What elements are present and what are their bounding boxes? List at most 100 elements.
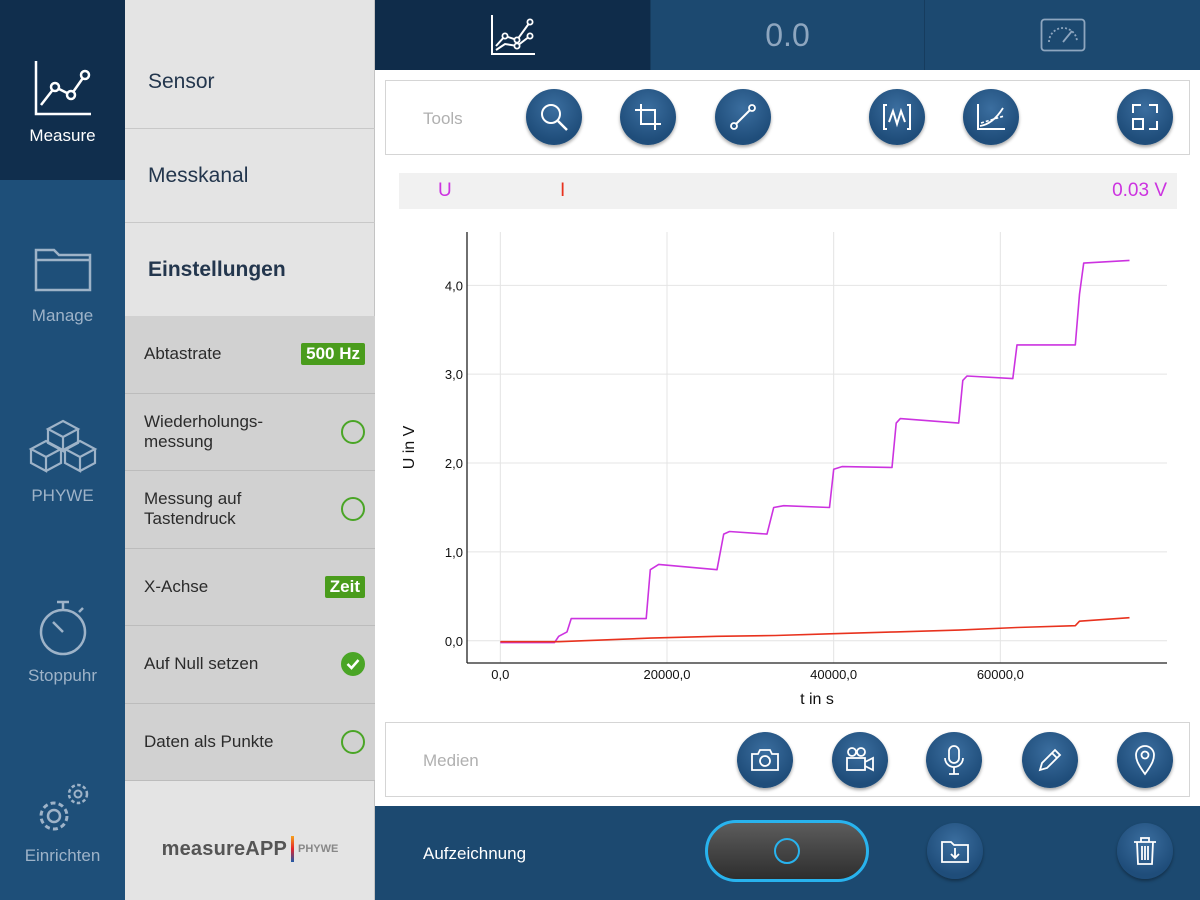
y-tick-label: 2,0 <box>445 456 463 471</box>
x-axis-label: t in s <box>800 691 834 708</box>
view-tabs: 0.0 <box>375 0 1200 70</box>
trash-icon <box>1134 837 1156 865</box>
tab-graph[interactable] <box>375 0 651 70</box>
x-axis-badge[interactable]: Zeit <box>324 575 365 598</box>
section-messkanal[interactable]: Messkanal <box>125 129 375 223</box>
video-camera-icon <box>846 747 874 772</box>
logo-divider <box>291 836 295 862</box>
y-tick-label: 1,0 <box>445 545 463 560</box>
gauge-icon <box>1040 18 1085 52</box>
x-tick-label: 60000,0 <box>977 667 1024 682</box>
y-tick-label: 4,0 <box>445 278 463 293</box>
recording-label: Aufzeichnung <box>423 844 527 863</box>
setting-x-achse[interactable]: X-Achse Zeit <box>125 549 375 626</box>
location-button[interactable] <box>1117 732 1173 788</box>
series-line-i <box>500 616 1130 643</box>
recording-bar: Aufzeichnung <box>375 806 1200 900</box>
settings-list: Abtastrate 500 Hz Wiederholungs- messung… <box>125 316 375 781</box>
tab-digital-display[interactable]: 0.0 <box>651 0 925 70</box>
zero-toggle[interactable] <box>341 652 365 677</box>
x-tick-label: 0,0 <box>491 667 509 682</box>
y-axis-label: U in V <box>401 425 418 469</box>
record-icon <box>774 838 800 864</box>
camera-icon <box>751 749 779 771</box>
repeat-measurement-toggle[interactable] <box>341 419 365 444</box>
nav-label-phywe: PHYWE <box>31 486 94 505</box>
zoom-icon <box>541 104 568 131</box>
pencil-button[interactable] <box>1022 732 1078 788</box>
channel-bar: U I 0.03 V <box>399 173 1177 209</box>
setting-label: X-Achse <box>144 576 209 596</box>
setting-daten-als-punkte[interactable]: Daten als Punkte <box>125 704 375 781</box>
setting-messung-auf-tastendruck[interactable]: Messung auf Tastendruck <box>125 471 375 549</box>
channel-u-label[interactable]: U <box>438 180 452 201</box>
fullscreen-icon <box>1132 104 1158 130</box>
tools-label: Tools <box>423 109 463 128</box>
tangent-icon <box>977 104 1005 130</box>
crop-button[interactable] <box>620 89 676 145</box>
nav-item-einrichten[interactable]: Einrichten <box>0 720 125 900</box>
microphone-icon <box>944 745 964 775</box>
folder-icon <box>32 238 94 298</box>
chart-svg[interactable]: 0,0 20000,0 40000,0 60000,0 0,0 1,0 2,0 3,0 4,0 t… <box>392 220 1190 715</box>
data-as-points-toggle[interactable] <box>341 729 365 754</box>
setting-auf-null-setzen[interactable]: Auf Null setzen <box>125 626 375 704</box>
logo-text: measureAPP <box>161 837 288 860</box>
camera-button[interactable] <box>737 732 793 788</box>
setting-label: Messung auf Tastendruck <box>144 489 242 529</box>
channel-i-label[interactable]: I <box>560 180 566 201</box>
main-navigation: Measure Manage PHYWE Stoppuhr Einrichten <box>0 0 125 900</box>
tools-bar: Tools <box>385 80 1190 155</box>
x-tick-label: 20000,0 <box>644 667 691 682</box>
series-line-u <box>500 259 1130 644</box>
nav-item-phywe[interactable]: PHYWE <box>0 360 125 540</box>
y-tick-label: 3,0 <box>445 367 463 382</box>
section-sensor[interactable]: Sensor <box>125 35 375 129</box>
setting-abtastrate[interactable]: Abtastrate 500 Hz <box>125 316 375 394</box>
video-camera-button[interactable] <box>832 732 888 788</box>
measureapp-logo: measureAPP PHYWE <box>125 836 375 862</box>
keypress-measurement-toggle[interactable] <box>341 497 365 522</box>
zoom-button[interactable] <box>526 89 582 145</box>
y-tick-label: 0,0 <box>445 634 463 649</box>
pencil-icon <box>1038 748 1062 772</box>
nav-item-manage[interactable]: Manage <box>0 180 125 360</box>
graph-tab-icon <box>490 15 535 55</box>
check-icon <box>346 659 360 671</box>
settings-panel: Sensor Messkanal Einstellungen Abtastrat… <box>125 0 375 900</box>
microphone-button[interactable] <box>926 732 982 788</box>
nav-label-manage: Manage <box>31 306 94 325</box>
nav-item-stoppuhr[interactable]: Stoppuhr <box>0 540 125 720</box>
section-einstellungen[interactable]: Einstellungen <box>125 223 375 317</box>
cubes-icon <box>28 418 98 478</box>
setting-label: Auf Null setzen <box>144 654 259 674</box>
fullscreen-button[interactable] <box>1117 89 1173 145</box>
setting-wiederholungsmessung[interactable]: Wiederholungs- messung <box>125 394 375 471</box>
measurement-chart[interactable]: 0,0 20000,0 40000,0 60000,0 0,0 1,0 2,0 3,0 4,0 t… <box>392 220 1190 715</box>
logo-brand: PHYWE <box>298 843 339 855</box>
channel-readout: 0.03 V <box>1112 180 1167 201</box>
tab-gauge[interactable] <box>925 0 1200 70</box>
line-tool-button[interactable] <box>715 89 771 145</box>
fit-curve-button[interactable] <box>869 89 925 145</box>
sample-rate-badge[interactable]: 500 Hz <box>301 343 365 366</box>
fit-curve-icon <box>883 104 911 130</box>
record-button[interactable] <box>705 820 869 882</box>
media-bar: Medien <box>385 722 1190 797</box>
nav-label-measure: Measure <box>29 126 96 145</box>
setting-label: Abtastrate <box>144 344 222 364</box>
nav-label-stoppuhr: Stoppuhr <box>28 666 97 685</box>
digital-display-value: 0.0 <box>765 16 810 53</box>
export-folder-icon <box>941 841 969 863</box>
crop-icon <box>635 104 661 130</box>
gears-icon <box>32 778 94 838</box>
export-button[interactable] <box>927 823 983 879</box>
x-tick-label: 40000,0 <box>810 667 857 682</box>
location-pin-icon <box>1135 745 1155 776</box>
delete-button[interactable] <box>1117 823 1173 879</box>
nav-item-measure[interactable]: Measure <box>0 0 125 180</box>
tangent-button[interactable] <box>963 89 1019 145</box>
line-tool-icon <box>730 104 756 130</box>
chart-line-icon <box>33 58 93 118</box>
stopwatch-icon <box>35 598 91 658</box>
